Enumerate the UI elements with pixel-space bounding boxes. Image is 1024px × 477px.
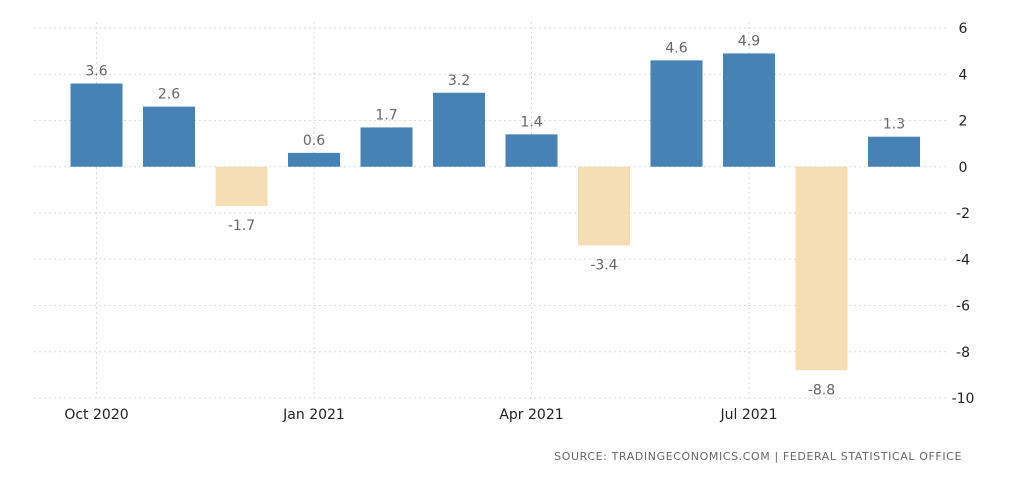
- data-label: 3.2: [448, 73, 470, 89]
- bar-jul-2021: [723, 53, 775, 167]
- x-tick-label: Oct 2020: [64, 407, 128, 423]
- data-label: 0.6: [303, 133, 325, 149]
- y-tick-label: -2: [956, 206, 970, 222]
- y-tick-label: -6: [956, 299, 970, 315]
- bar-mar-2021: [433, 92, 485, 167]
- y-tick-label: 4: [959, 67, 968, 83]
- bars: [70, 53, 920, 371]
- data-label: -3.4: [590, 257, 617, 273]
- data-label: 1.4: [520, 114, 542, 130]
- x-tick-label: Jan 2021: [282, 407, 345, 423]
- bar-may-2021: [578, 166, 630, 246]
- bar-apr-2021: [505, 134, 558, 167]
- y-tick-label: 6: [959, 21, 968, 37]
- y-tick-label: -10: [952, 391, 975, 407]
- bar-nov-2020: [143, 106, 195, 167]
- y-tick-label: 2: [959, 114, 968, 130]
- bar-sep-2021: [868, 136, 920, 167]
- x-tick-label: Apr 2021: [499, 407, 563, 423]
- bar-aug-2021: [795, 166, 848, 371]
- data-label: 2.6: [158, 87, 180, 103]
- source-note: SOURCE: TRADINGECONOMICS.COM | FEDERAL S…: [554, 450, 962, 463]
- data-label: 4.6: [665, 40, 687, 56]
- data-label: -8.8: [808, 382, 835, 398]
- bar-feb-2021: [360, 127, 413, 167]
- data-label: 3.6: [85, 64, 107, 80]
- data-label: -1.7: [228, 218, 255, 234]
- data-label: 4.9: [738, 33, 760, 49]
- x-tick-label: Jul 2021: [720, 407, 778, 423]
- data-labels: 3.6 2.6 -1.7 0.6 1.7 3.2 1.4 -3.4 4.6 4.9 -8.8 1.3: [85, 33, 905, 398]
- bar-jun-2021: [650, 60, 703, 167]
- x-axis: Oct 2020 Jan 2021 Apr 2021 Jul 2021: [64, 407, 777, 423]
- bar-jan-2021: [288, 152, 340, 167]
- y-tick-label: -8: [956, 345, 970, 361]
- bar-oct-2020: [70, 83, 123, 167]
- data-label: 1.3: [883, 117, 905, 133]
- bar-dec-2020: [215, 166, 268, 207]
- y-tick-label: 0: [959, 160, 968, 176]
- data-label: 1.7: [375, 107, 397, 123]
- y-tick-label: -4: [956, 252, 970, 268]
- y-axis: 6 4 2 0 -2 -4 -6 -8 -10: [952, 21, 975, 407]
